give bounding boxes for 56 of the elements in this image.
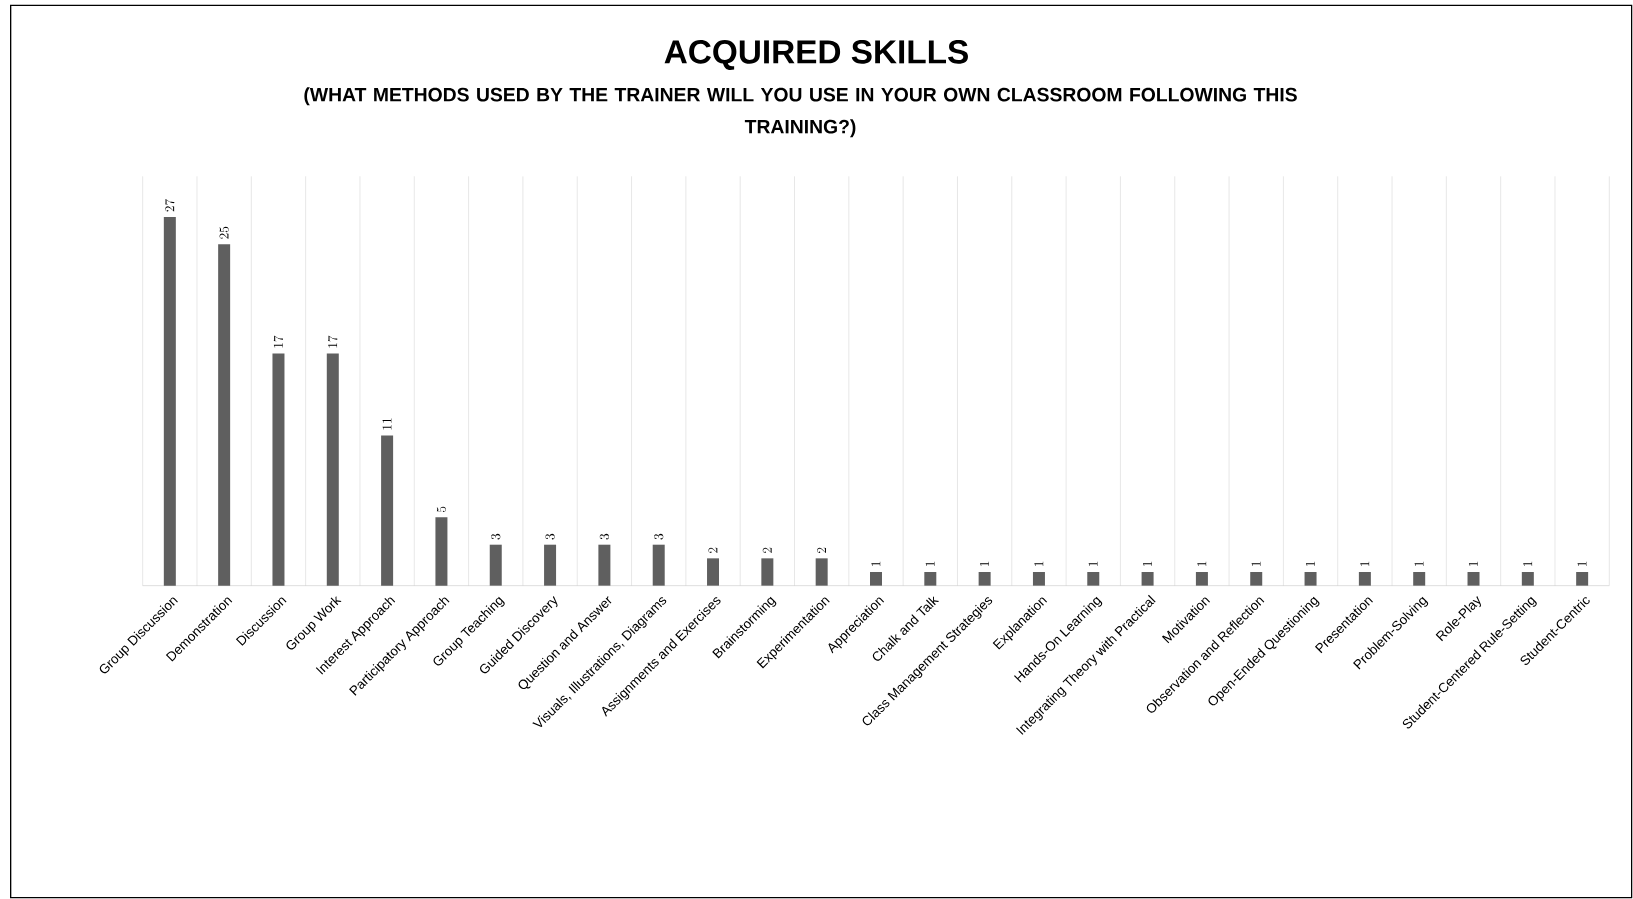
- data-label: 1: [1305, 561, 1315, 567]
- bar: [163, 216, 176, 586]
- data-label: 1: [1468, 561, 1478, 567]
- bar: [1032, 572, 1045, 586]
- data-label: 2: [817, 547, 826, 553]
- data-label: 3: [654, 533, 664, 540]
- data-label: 3: [599, 533, 609, 540]
- data-label: 1: [980, 561, 989, 567]
- bar: [707, 558, 720, 586]
- bar: [1358, 572, 1371, 586]
- bar: [1304, 572, 1317, 586]
- data-label: 1: [1088, 561, 1098, 567]
- bar: [978, 572, 991, 586]
- bar: [924, 572, 937, 586]
- data-label: 1: [1143, 561, 1152, 567]
- bar: [1576, 572, 1589, 586]
- bar: [1195, 572, 1208, 586]
- data-label: 17: [328, 335, 338, 348]
- bar: [598, 544, 611, 586]
- bar: [652, 544, 665, 586]
- bar: [1413, 572, 1426, 586]
- data-label: 1: [1251, 561, 1261, 567]
- bar: [381, 435, 394, 586]
- data-label: 1: [1360, 561, 1370, 567]
- data-label: 1: [1414, 561, 1424, 567]
- bar: [435, 517, 448, 586]
- bar: [869, 572, 882, 586]
- data-label: 1: [871, 561, 881, 567]
- data-label: 25: [219, 226, 229, 239]
- data-label: 1: [1577, 561, 1587, 567]
- data-label: 2: [762, 547, 772, 553]
- data-label: 11: [382, 418, 392, 430]
- data-label: 5: [436, 506, 447, 512]
- chart-subtitle: (WHAT METHODS USED BY THE TRAINER WILL YOU USE IN YOUR OWN CLASSROOM FOLLOWING THIS TRAINING?): [304, 87, 1297, 138]
- data-label: 17: [273, 335, 284, 348]
- bar: [1250, 572, 1263, 586]
- bar: [1087, 572, 1100, 586]
- data-label: 3: [491, 533, 501, 540]
- data-label: 1: [1034, 561, 1044, 567]
- bar: [1467, 572, 1480, 586]
- bar: [218, 244, 231, 586]
- bar: [1521, 572, 1534, 586]
- data-label: 2: [708, 547, 718, 553]
- chart-title: ACQUIRED SKILLS: [664, 40, 968, 70]
- data-label: 27: [165, 199, 175, 212]
- bar: [489, 544, 502, 586]
- data-label: 3: [545, 533, 555, 540]
- bar: [272, 353, 285, 586]
- data-label: 1: [1197, 561, 1207, 567]
- bar: [326, 353, 339, 586]
- bar: [544, 544, 557, 586]
- bar: [815, 558, 828, 586]
- data-label: 1: [1523, 561, 1533, 567]
- data-label: 1: [925, 561, 935, 567]
- bar: [761, 558, 774, 586]
- bar: [1141, 572, 1154, 586]
